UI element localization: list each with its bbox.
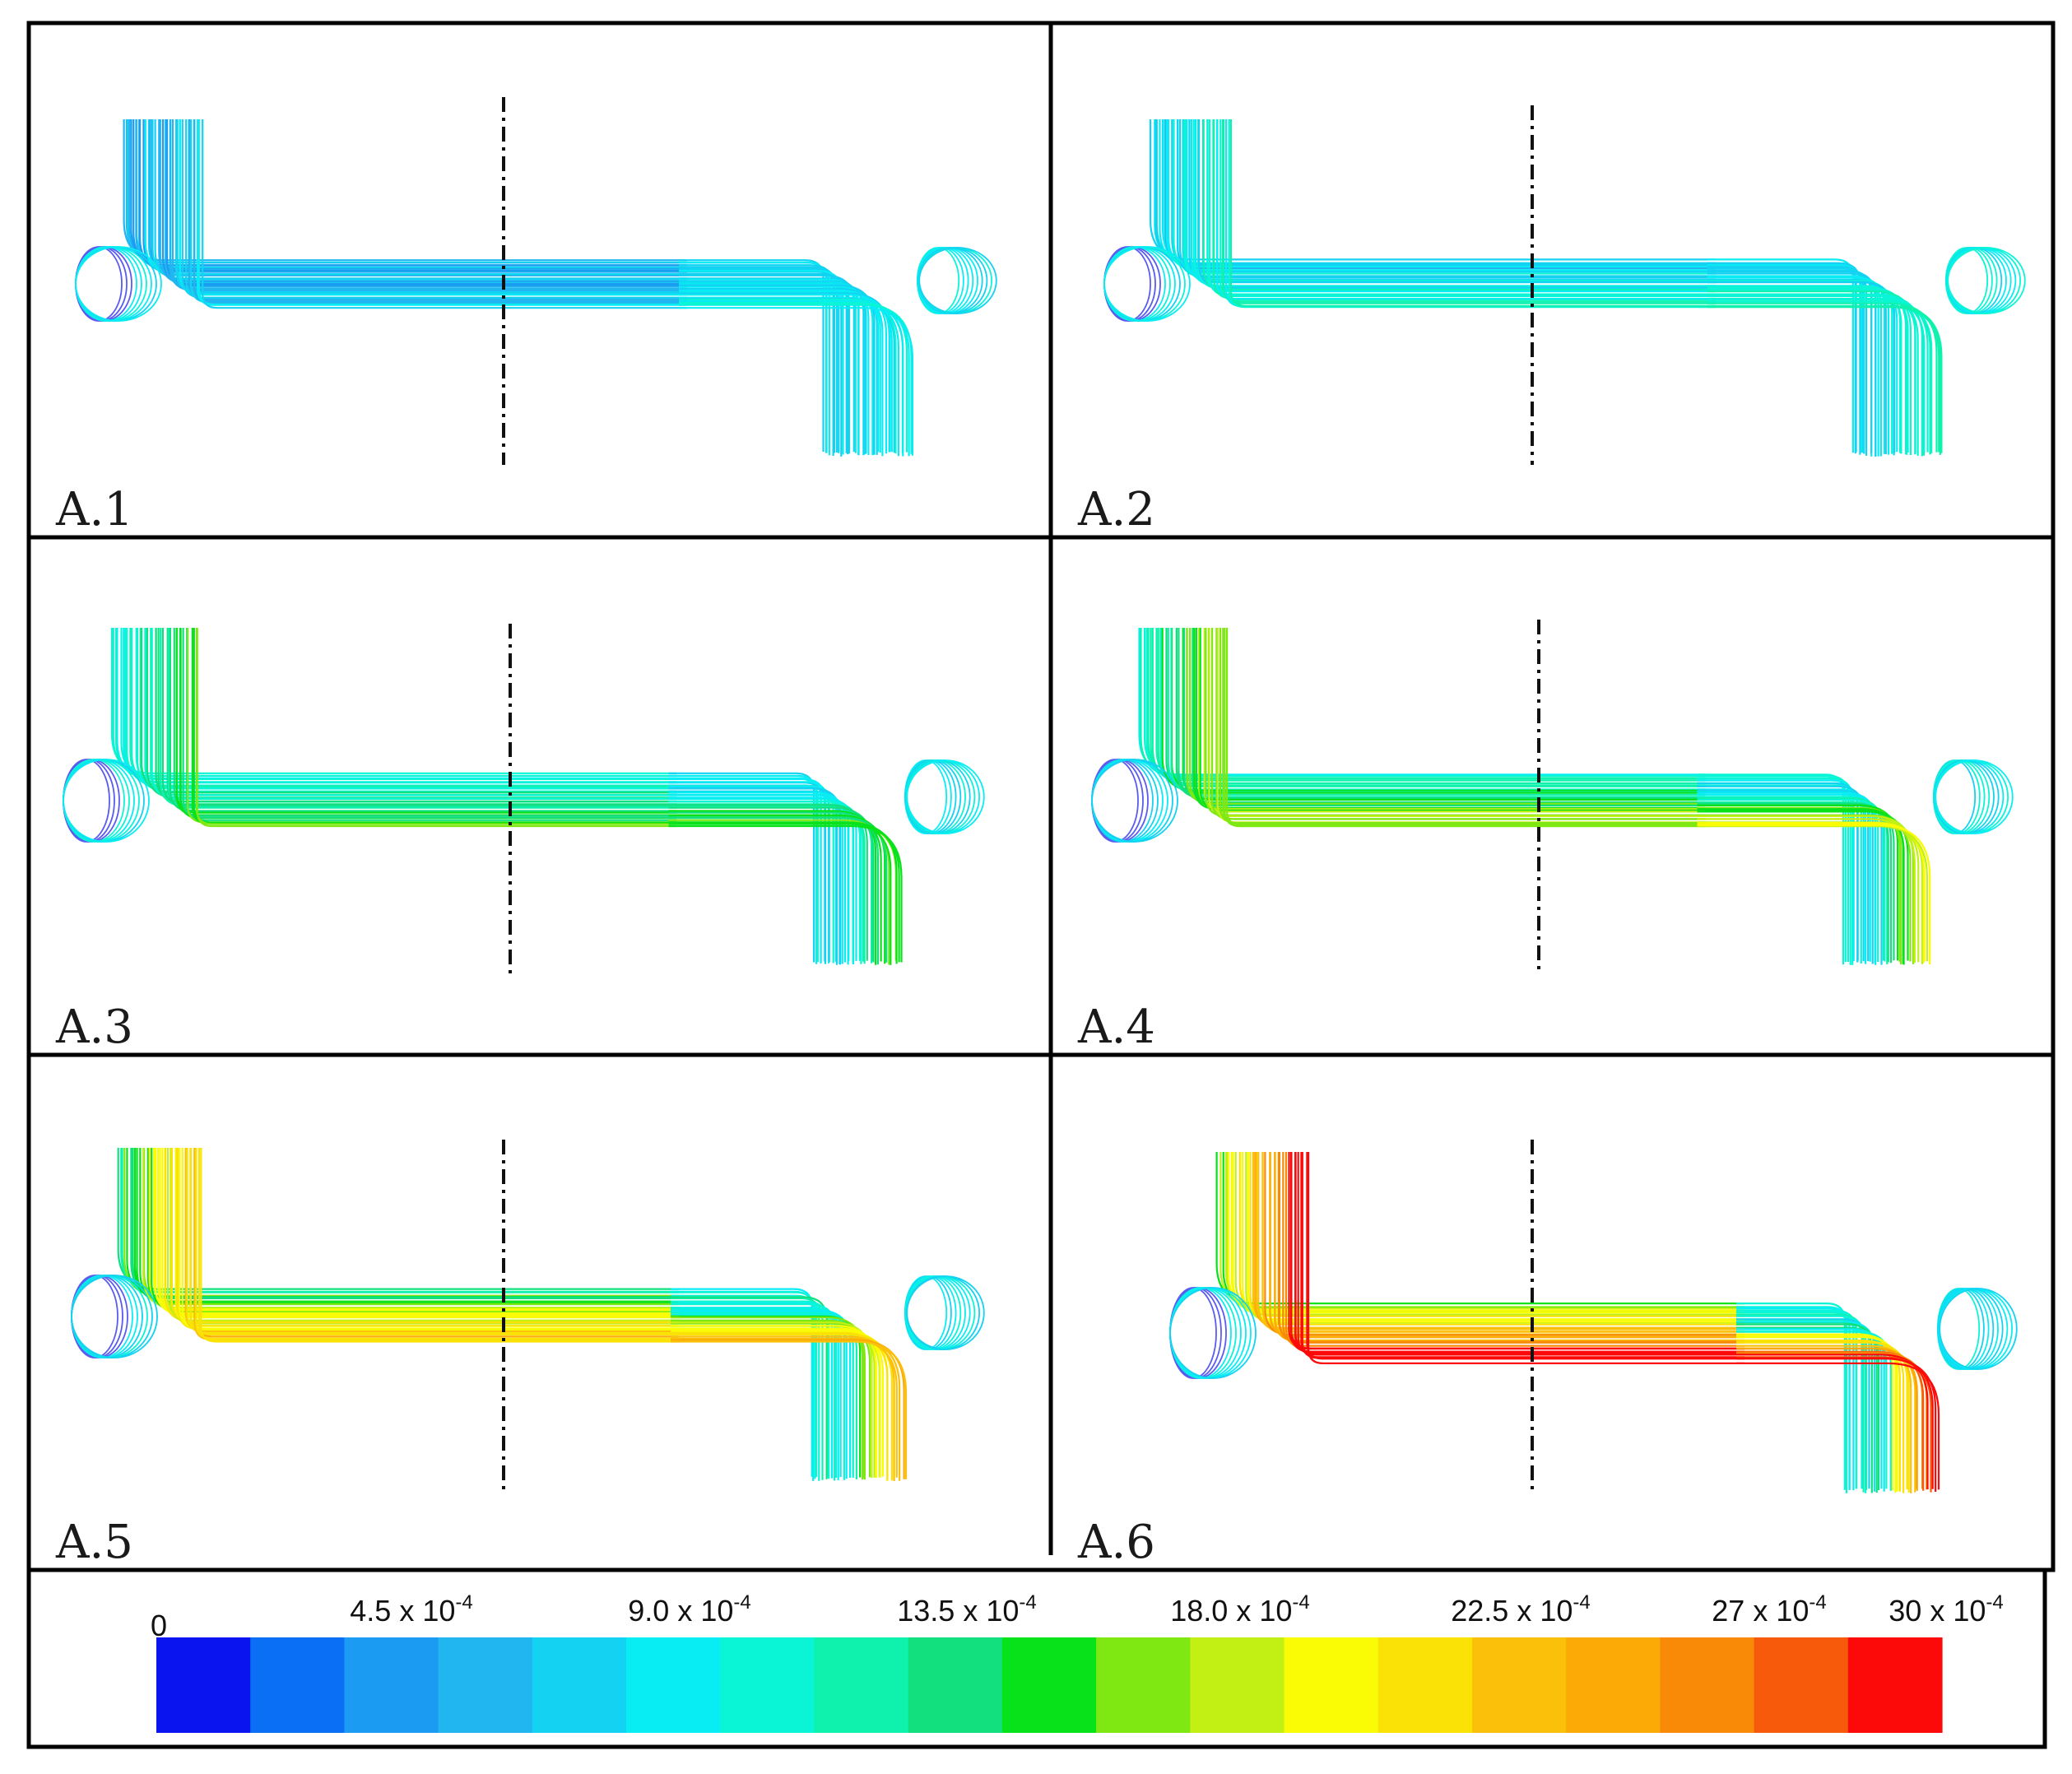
colorbar-tick-label: 18.0 x 10-4 bbox=[1170, 1591, 1309, 1628]
streamline-inlet-segment bbox=[195, 1148, 679, 1340]
streamline-outlet-segment bbox=[671, 1337, 901, 1481]
colorbar-tick-label: 30 x 10-4 bbox=[1888, 1591, 2003, 1628]
streamline-inlet-segment bbox=[154, 1148, 679, 1316]
streamline-panel-1 bbox=[75, 97, 997, 465]
streamline-outlet-segment bbox=[679, 284, 876, 455]
right-loop bbox=[906, 1275, 985, 1350]
right-loop bbox=[906, 759, 985, 834]
streamline-inlet-segment bbox=[171, 119, 687, 292]
streamline-outlet-segment bbox=[1707, 262, 1861, 455]
panel-labels: A.1 A.2 A.3 A.4 A.5 A.6 bbox=[55, 483, 1155, 1569]
streamline-inlet-segment bbox=[200, 1148, 679, 1343]
colorbar-tick-label: 9.0 x 10-4 bbox=[628, 1591, 750, 1628]
streamline-outlet-segment bbox=[668, 824, 903, 963]
panel-label-a3: A.3 bbox=[55, 1001, 133, 1054]
panel-label-a2: A.2 bbox=[1077, 483, 1155, 536]
streamline-inlet-segment bbox=[186, 1148, 679, 1334]
streamline-outlet-segment bbox=[1736, 1362, 1940, 1490]
streamline-outlet-segment bbox=[1707, 306, 1941, 455]
streamline-outlet-segment bbox=[1707, 304, 1943, 453]
colorbar-cells bbox=[156, 1637, 1943, 1733]
streamline-outlet-segment bbox=[671, 1340, 908, 1479]
panel-label-a5: A.5 bbox=[55, 1516, 133, 1569]
streamline-panel-4 bbox=[1091, 620, 2014, 973]
colorbar-cell bbox=[1660, 1637, 1755, 1733]
right-loop bbox=[1935, 759, 2014, 834]
right-loop bbox=[918, 247, 997, 314]
colorbar-cell bbox=[1471, 1637, 1567, 1733]
streamline-inlet-segment bbox=[181, 1148, 679, 1331]
colorbar-cell bbox=[1190, 1637, 1285, 1733]
streamline-inlet-segment bbox=[1294, 1152, 1744, 1354]
colorbar-tick-label: 27 x 10-4 bbox=[1712, 1591, 1826, 1628]
colorbar-tick-label: 22.5 x 10-4 bbox=[1451, 1591, 1590, 1628]
right-loop bbox=[1939, 1288, 2018, 1370]
colorbar-tick-labels: 0 4.5 x 10-4 9.0 x 10-4 13.5 x 10-4 18.0 x 1… bbox=[151, 1591, 2004, 1642]
panel-label-a1: A.1 bbox=[55, 483, 133, 536]
colorbar-cell bbox=[1754, 1637, 1849, 1733]
colorbar-cell bbox=[1377, 1637, 1473, 1733]
streamline-outlet-segment bbox=[1697, 825, 1928, 962]
streamline-inlet-segment bbox=[182, 628, 677, 819]
panel-label-a4: A.4 bbox=[1077, 1001, 1155, 1054]
panels-layer bbox=[63, 97, 2026, 1493]
streamline-inlet-segment bbox=[196, 628, 677, 828]
colorbar-cell bbox=[344, 1637, 439, 1733]
streamline-panel-2 bbox=[1103, 105, 2026, 465]
streamline-outlet-segment bbox=[1697, 824, 1931, 964]
colorbar-cell bbox=[908, 1637, 1003, 1733]
left-loop bbox=[63, 759, 150, 843]
streamline-inlet-segment bbox=[1234, 1152, 1744, 1316]
streamline-outlet-segment bbox=[1736, 1358, 1937, 1492]
colorbar-cell bbox=[438, 1637, 533, 1733]
streamline-inlet-segment bbox=[1307, 1152, 1744, 1364]
streamline-inlet-segment bbox=[1215, 119, 1716, 300]
streamline-outlet-segment bbox=[679, 303, 913, 454]
left-loop bbox=[1091, 759, 1178, 843]
streamline-inlet-segment bbox=[202, 119, 687, 309]
colorbar-tick-label: 0 bbox=[151, 1609, 167, 1642]
colorbar-cell bbox=[1096, 1637, 1191, 1733]
left-loop bbox=[75, 246, 162, 322]
streamline-inlet-segment bbox=[1228, 119, 1716, 309]
colorbar-tick-label: 13.5 x 10-4 bbox=[897, 1591, 1036, 1628]
streamline-inlet-segment bbox=[1229, 119, 1716, 307]
streamline-panel-6 bbox=[1169, 1140, 2018, 1493]
streamline-inlet-segment bbox=[1224, 628, 1706, 828]
colorbar-cell bbox=[250, 1637, 346, 1733]
left-loop bbox=[71, 1275, 158, 1358]
streamline-outlet-segment bbox=[679, 307, 913, 456]
left-loop bbox=[1103, 246, 1191, 322]
colorbar-cell bbox=[814, 1637, 909, 1733]
streamline-inlet-segment bbox=[160, 628, 677, 807]
panel-label-a6: A.6 bbox=[1077, 1516, 1155, 1569]
panel-grid bbox=[26, 21, 2056, 1749]
colorbar-cell bbox=[1284, 1637, 1379, 1733]
streamline-inlet-segment bbox=[1226, 628, 1706, 827]
streamline-inlet-segment bbox=[1219, 628, 1706, 824]
streamline-inlet-segment bbox=[1195, 628, 1706, 809]
colorbar-cell bbox=[1566, 1637, 1661, 1733]
colorbar-cell bbox=[532, 1637, 627, 1733]
streamline-inlet-segment bbox=[1306, 1152, 1744, 1360]
colorbar: 0 4.5 x 10-4 9.0 x 10-4 13.5 x 10-4 18.0 x 1… bbox=[151, 1591, 2004, 1733]
colorbar-cell bbox=[1001, 1637, 1097, 1733]
colorbar-cell bbox=[1847, 1637, 1943, 1733]
streamline-panel-3 bbox=[63, 624, 985, 978]
right-loop bbox=[1947, 247, 2026, 314]
colorbar-cell bbox=[720, 1637, 815, 1733]
streamline-inlet-segment bbox=[193, 119, 687, 304]
colorbar-cell bbox=[626, 1637, 721, 1733]
streamline-panel-5 bbox=[71, 1140, 985, 1493]
colorbar-cell bbox=[156, 1637, 251, 1733]
left-loop bbox=[1169, 1287, 1257, 1379]
streamline-inlet-segment bbox=[1199, 628, 1706, 812]
colorbar-tick-label: 4.5 x 10-4 bbox=[350, 1591, 472, 1628]
streamline-inlet-segment bbox=[197, 119, 687, 306]
